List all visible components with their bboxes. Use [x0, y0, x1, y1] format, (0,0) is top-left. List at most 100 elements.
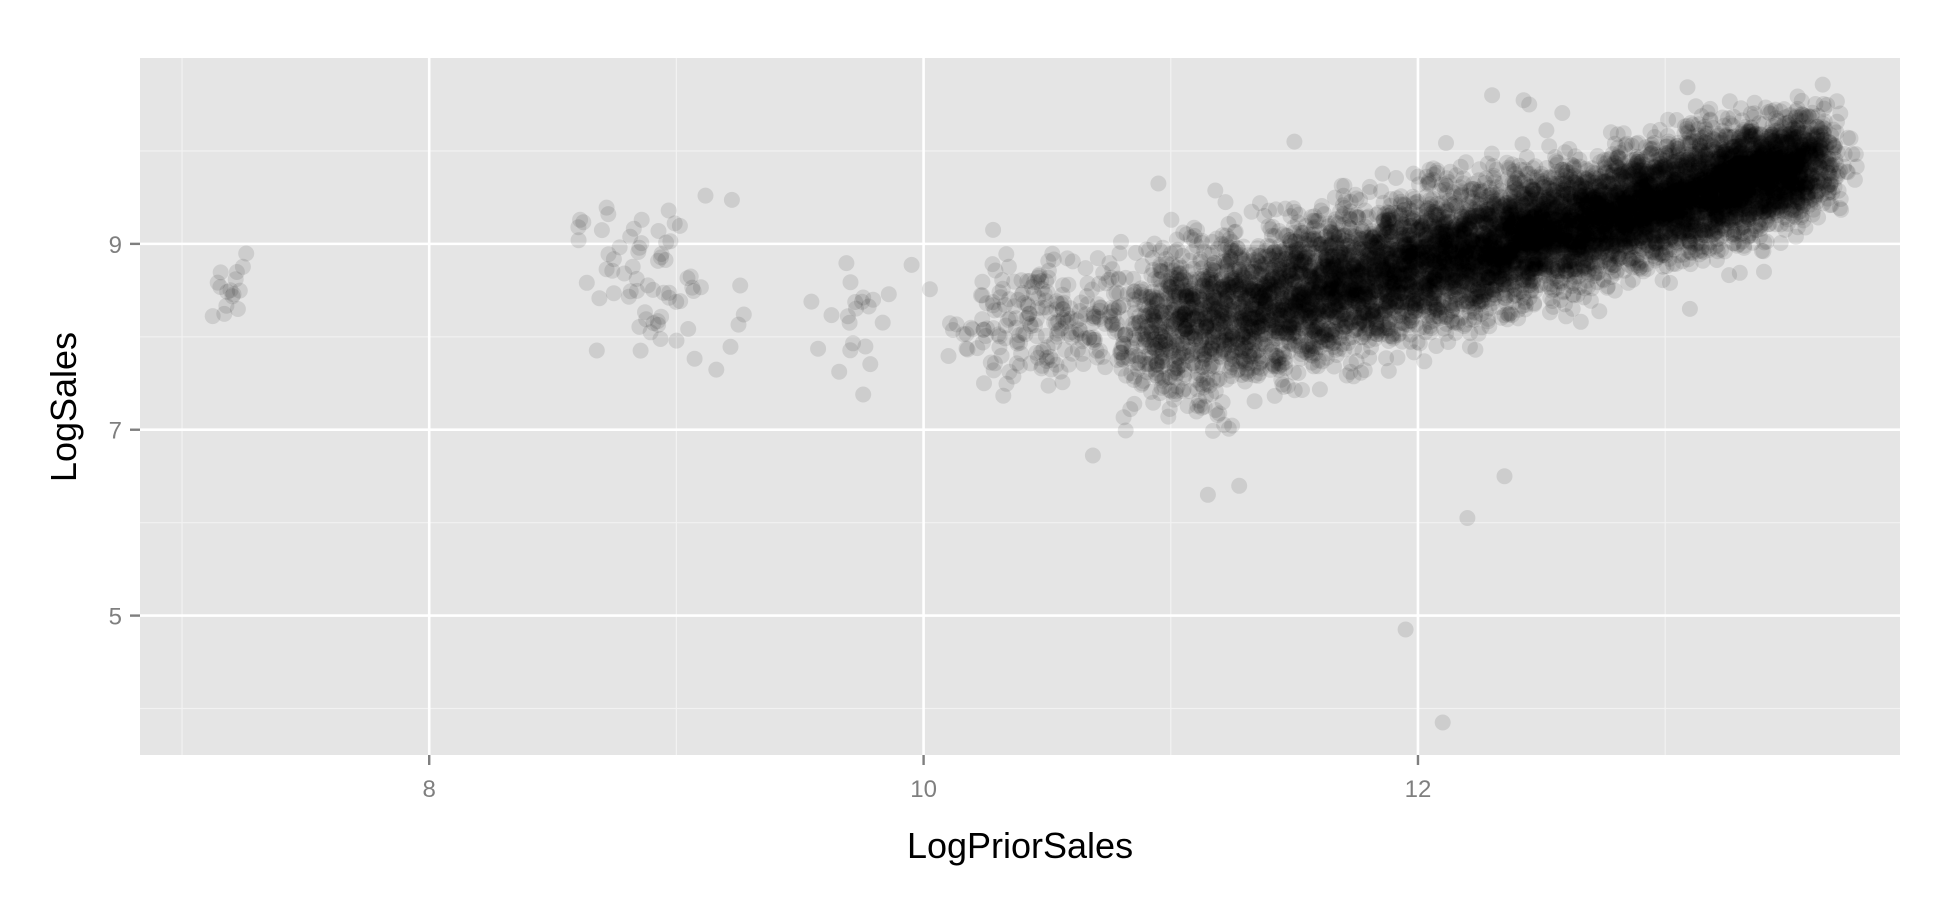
data-point: [1145, 311, 1162, 327]
data-point: [838, 255, 855, 272]
data-point: [1108, 321, 1125, 338]
data-point: [1349, 260, 1366, 277]
data-point: [1049, 325, 1066, 342]
data-point: [1054, 301, 1071, 318]
data-point: [1060, 276, 1077, 293]
data-point: [1039, 284, 1056, 301]
data-point: [1071, 321, 1087, 338]
data-point: [1557, 263, 1574, 280]
data-point: [1114, 326, 1131, 343]
data-point: [650, 223, 667, 239]
data-point: [1726, 147, 1743, 164]
data-point: [1389, 349, 1406, 366]
data-point: [1401, 248, 1418, 265]
data-point: [1554, 105, 1571, 121]
data-point: [1033, 344, 1049, 361]
data-point: [1086, 334, 1103, 351]
data-point: [1157, 336, 1174, 353]
data-point: [1077, 306, 1094, 323]
data-point: [1750, 161, 1767, 178]
data-point: [1006, 273, 1023, 290]
data-point: [1097, 359, 1114, 376]
data-point: [1042, 304, 1059, 321]
data-point: [1113, 351, 1130, 368]
data-point: [692, 279, 709, 296]
data-point: [1028, 344, 1045, 361]
data-point: [1008, 355, 1025, 372]
data-point: [1064, 253, 1081, 270]
data-point: [686, 350, 703, 367]
data-point: [622, 228, 639, 245]
data-point: [1352, 230, 1369, 247]
data-point: [839, 308, 856, 325]
data-point: [1037, 292, 1054, 309]
data-point: [823, 307, 840, 324]
data-point: [611, 239, 628, 256]
data-point: [1130, 314, 1147, 331]
data-point: [1094, 348, 1111, 365]
data-point: [1048, 293, 1065, 310]
data-point: [1030, 290, 1047, 306]
data-point: [979, 320, 995, 337]
data-point: [1768, 174, 1785, 191]
data-point: [1073, 294, 1089, 311]
data-point: [991, 284, 1008, 301]
data-point: [1648, 190, 1665, 207]
data-point: [1016, 295, 1033, 311]
data-point: [578, 274, 595, 291]
data-point: [1060, 356, 1077, 373]
data-point: [1044, 245, 1061, 262]
data-point: [1102, 308, 1119, 325]
data-point: [1002, 310, 1019, 327]
data-point: [1013, 286, 1030, 303]
data-point: [1023, 318, 1039, 335]
minor-gridlines: [140, 58, 1900, 755]
data-point: [605, 251, 622, 268]
data-point: [1057, 314, 1074, 331]
data-point: [1038, 353, 1055, 369]
data-point: [1109, 352, 1126, 369]
data-point: [1231, 263, 1248, 280]
data-point: [855, 289, 872, 306]
data-point: [1074, 333, 1091, 350]
data-point: [1572, 230, 1589, 247]
data-point: [1481, 251, 1498, 268]
data-point: [848, 300, 864, 317]
data-point: [1115, 297, 1132, 314]
data-point: [1050, 313, 1067, 330]
data-point: [209, 274, 226, 291]
data-point: [1040, 377, 1057, 394]
data-point: [1180, 298, 1197, 315]
data-point: [1071, 303, 1088, 319]
data-point: [1170, 284, 1187, 301]
data-point: [204, 308, 221, 325]
data-point: [1271, 349, 1288, 366]
data-point: [1035, 341, 1052, 358]
data-point: [1126, 296, 1143, 313]
data-point: [1410, 251, 1427, 268]
data-point: [1160, 319, 1177, 335]
data-point: [847, 294, 864, 310]
data-point: [1040, 262, 1057, 279]
data-point: [1264, 218, 1281, 235]
data-point: [1106, 323, 1123, 340]
data-point: [1043, 361, 1060, 378]
data-point: [1115, 349, 1132, 366]
data-point: [973, 287, 989, 304]
data-point: [942, 315, 958, 332]
data-point: [1059, 306, 1076, 323]
data-point: [997, 330, 1014, 347]
data-point: [1068, 326, 1085, 343]
data-point: [1131, 315, 1148, 332]
data-point: [1030, 267, 1047, 284]
data-point: [1078, 288, 1095, 305]
data-point: [1090, 309, 1107, 326]
data-point: [572, 211, 589, 228]
data-point: [986, 355, 1003, 372]
data-point: [998, 375, 1015, 392]
data-point: [1338, 367, 1355, 384]
data-point: [1204, 244, 1221, 261]
data-point: [1310, 358, 1326, 375]
data-point: [1096, 315, 1113, 332]
data-point: [1010, 291, 1027, 308]
